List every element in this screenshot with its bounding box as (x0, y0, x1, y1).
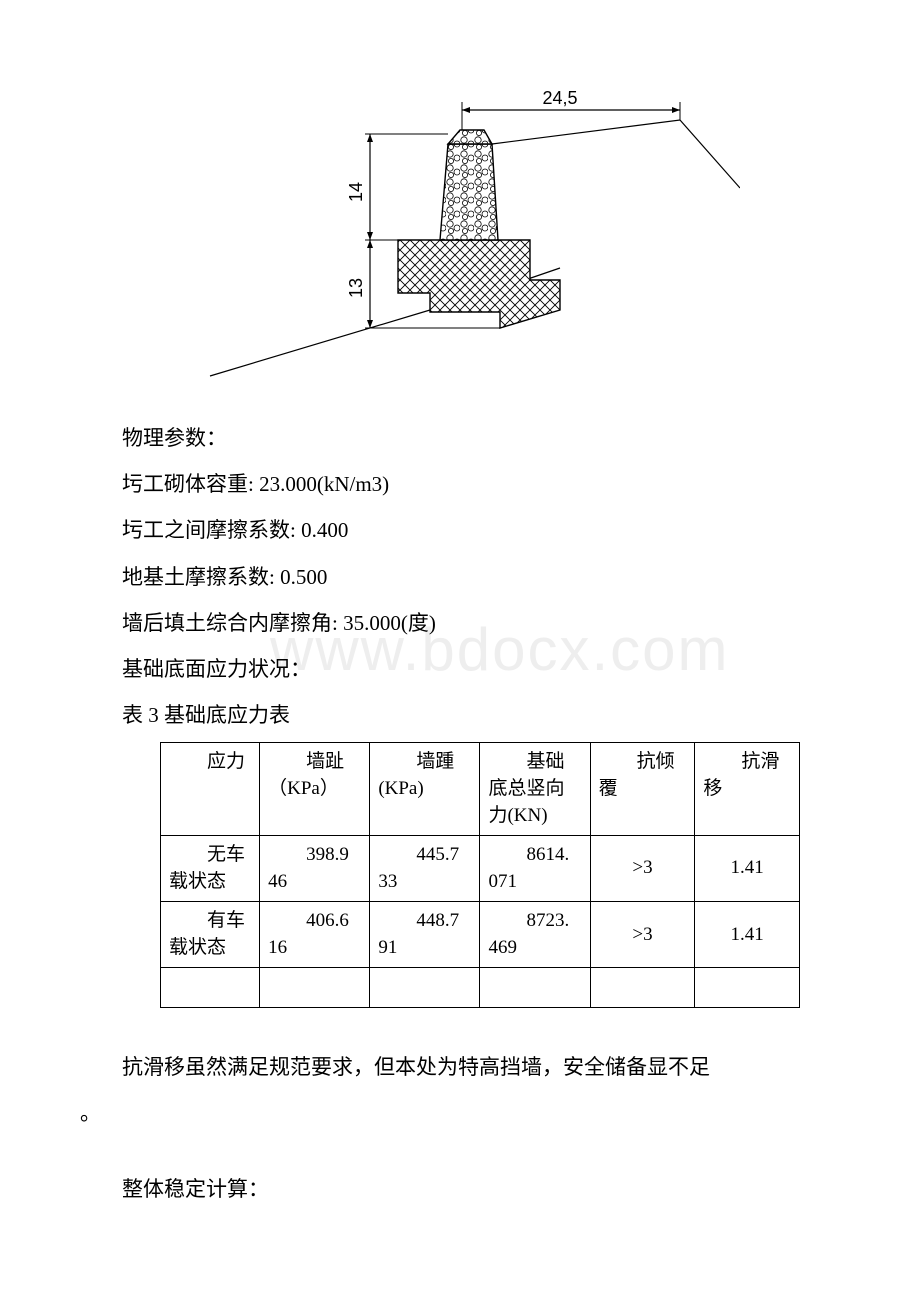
row1-toe: 406.616 (260, 902, 370, 968)
row0-heel: 445.733 (370, 836, 480, 902)
table-row-empty (161, 968, 800, 1008)
param-line-0: 圬工砌体容重: 23.000(kN/m3) (80, 461, 840, 507)
th-heel: 墙踵(KPa) (370, 743, 480, 836)
stress-heading: 基础底面应力状况： (80, 646, 840, 692)
param-line-1: 圬工之间摩擦系数: 0.400 (80, 507, 840, 553)
row0-label: 无车载状态 (161, 836, 260, 902)
row1-vert: 8723.469 (480, 902, 590, 968)
params-heading: 物理参数： (80, 415, 840, 461)
row0-slide: 1.41 (695, 836, 800, 902)
diagram-container: 24,5 14 13 (80, 80, 840, 385)
th-overturn: 抗倾覆 (590, 743, 695, 836)
stability-heading: 整体稳定计算： (80, 1166, 840, 1212)
note-end: 。 (80, 1090, 840, 1136)
table-row: 有车载状态 406.616 448.791 8723.469 >3 1.41 (161, 902, 800, 968)
th-toe: 墙趾（KPa） (260, 743, 370, 836)
dim-upper-label: 14 (346, 182, 366, 202)
row1-slide: 1.41 (695, 902, 800, 968)
row1-heel: 448.791 (370, 902, 480, 968)
page-content: 24,5 14 13 物理参数： 圬工砌体容重: 23.000(kN/m3) 圬… (80, 80, 840, 1213)
th-vertical: 基础底总竖向力(KN) (480, 743, 590, 836)
table-header-row: 应力 墙趾（KPa） 墙踵(KPa) 基础底总竖向力(KN) 抗倾覆 抗滑移 (161, 743, 800, 836)
th-stress: 应力 (161, 743, 260, 836)
row0-overturn: >3 (590, 836, 695, 902)
param-line-2: 地基土摩擦系数: 0.500 (80, 554, 840, 600)
th-slide: 抗滑移 (695, 743, 800, 836)
note-line: 抗滑移虽然满足规范要求，但本处为特高挡墙，安全储备显不足 (80, 1044, 840, 1090)
stress-table: 应力 墙趾（KPa） 墙踵(KPa) 基础底总竖向力(KN) 抗倾覆 抗滑移 无… (160, 742, 800, 1008)
row1-label: 有车载状态 (161, 902, 260, 968)
dim-lower-label: 13 (346, 278, 366, 298)
param-line-3: 墙后填土综合内摩擦角: 35.000(度) (80, 600, 840, 646)
retaining-wall-diagram: 24,5 14 13 (180, 80, 740, 380)
row0-toe: 398.946 (260, 836, 370, 902)
table-caption: 表 3 基础底应力表 (80, 692, 840, 738)
row1-overturn: >3 (590, 902, 695, 968)
table-row: 无车载状态 398.946 445.733 8614.071 >3 1.41 (161, 836, 800, 902)
dim-top-label: 24,5 (542, 88, 577, 108)
row0-vert: 8614.071 (480, 836, 590, 902)
